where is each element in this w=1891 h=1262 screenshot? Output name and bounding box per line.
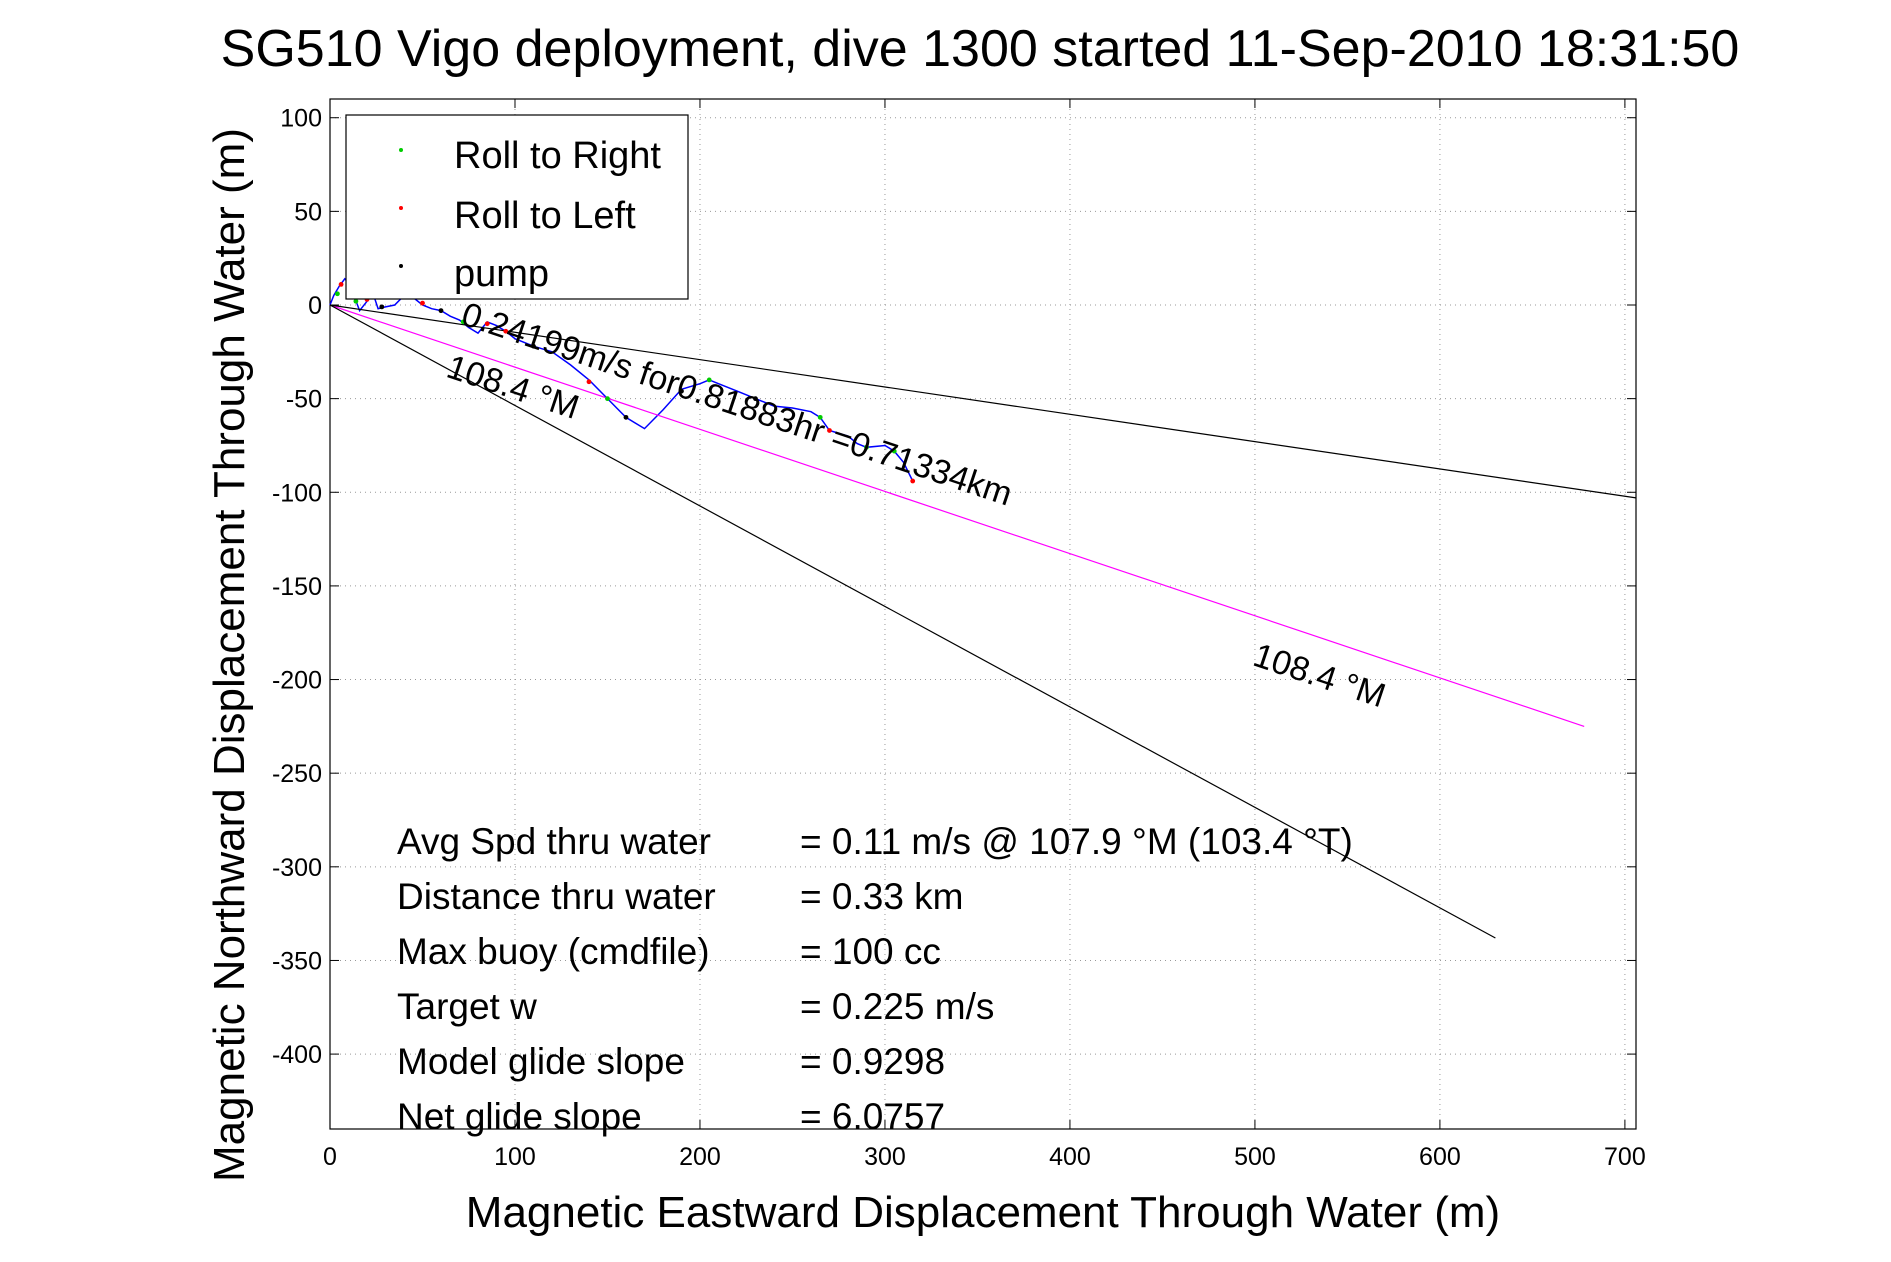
y-tick-label: -350: [272, 947, 322, 975]
track-marker-right: [460, 319, 466, 325]
x-tick-label: 500: [1234, 1143, 1276, 1171]
track-marker-left: [586, 379, 592, 385]
plot-frame: [329, 98, 1637, 1130]
legend-marker-pump: [399, 264, 403, 268]
chart-title: SG510 Vigo deployment, dive 1300 started…: [221, 20, 1740, 78]
stat-label: Avg Spd thru water: [397, 821, 711, 862]
track-marker-pump: [438, 308, 444, 314]
track-marker-pump: [753, 396, 758, 402]
y-tick-label: -250: [272, 760, 322, 788]
markers-layer: [334, 282, 916, 484]
track-marker-right: [706, 377, 712, 383]
stats-block: Avg Spd thru water = 0.11 m/s @ 107.9 °M…: [397, 821, 1353, 1137]
stat-label: Net glide slope: [397, 1096, 642, 1137]
y-tick-label: -50: [286, 386, 322, 414]
stat-value: = 6.0757: [800, 1096, 945, 1137]
track-marker-pump: [531, 343, 536, 349]
legend: Roll to Right Roll to Left pump: [345, 114, 689, 300]
stat-value: = 0.9298: [800, 1041, 945, 1082]
y-tick-label: -400: [272, 1041, 322, 1069]
y-axis-label: Magnetic Northward Displacement Through …: [205, 128, 254, 1182]
y-tick-label: -150: [272, 573, 322, 601]
x-tick-label: 200: [679, 1143, 721, 1171]
legend-label-roll-right: Roll to Right: [454, 135, 661, 177]
legend-box: [345, 114, 689, 300]
legend-label-roll-left: Roll to Left: [454, 195, 636, 237]
track-marker-pump: [379, 304, 385, 310]
y-tick-label: 50: [294, 198, 322, 226]
x-tick-label: 100: [494, 1143, 536, 1171]
y-tick-label: -300: [272, 854, 322, 882]
x-tick-label: 0: [323, 1143, 337, 1171]
track-marker-right: [864, 444, 869, 450]
stat-value: = 100 cc: [800, 931, 941, 972]
track-marker-left: [503, 328, 509, 334]
track-marker-pump: [623, 414, 629, 420]
track-marker-right: [334, 291, 340, 297]
stat-label: Model glide slope: [397, 1041, 685, 1082]
x-tick-label: 300: [864, 1143, 906, 1171]
y-tick-label: -200: [272, 667, 322, 695]
track-marker-right: [605, 396, 610, 402]
track-marker-right: [353, 298, 359, 304]
y-tick-label: -100: [272, 479, 322, 507]
track-marker-left: [420, 300, 425, 306]
track-marker-left: [338, 282, 344, 287]
legend-marker-roll-right: [399, 148, 403, 152]
track-marker-left: [910, 478, 916, 484]
mean-course-line: [329, 304, 1585, 727]
stat-label: Target w: [397, 986, 537, 1027]
ticks-layer: 0 100 200 300 400 500 600 700100500-50-100-150-…: [272, 99, 1646, 1171]
y-tick-label: 0: [308, 292, 322, 320]
track-marker-right: [891, 448, 897, 454]
track-marker-left: [827, 428, 832, 433]
stat-value: = 0.225 m/s: [800, 986, 994, 1027]
track-marker-pump: [679, 388, 684, 394]
stat-label: Distance thru water: [397, 876, 716, 917]
stat-value: = 0.33 km: [800, 876, 964, 917]
stat-value: = 0.11 m/s @ 107.9 °M (103.4 °T): [800, 821, 1353, 862]
y-tick-label: 100: [280, 105, 322, 133]
x-tick-label: 400: [1049, 1143, 1091, 1171]
track-marker-right: [817, 414, 823, 420]
track-marker-left: [484, 321, 490, 327]
bearing-limit-line-upper: [329, 304, 1637, 499]
x-axis-label: Magnetic Eastward Displacement Through W…: [466, 1188, 1500, 1237]
x-tick-label: 600: [1419, 1143, 1461, 1171]
x-tick-label: 700: [1604, 1143, 1646, 1171]
stat-label: Max buoy (cmdfile): [397, 931, 710, 972]
legend-label-pump: pump: [454, 253, 549, 295]
legend-marker-roll-left: [399, 206, 403, 210]
bearing-limit-line-lower: [329, 304, 1496, 939]
